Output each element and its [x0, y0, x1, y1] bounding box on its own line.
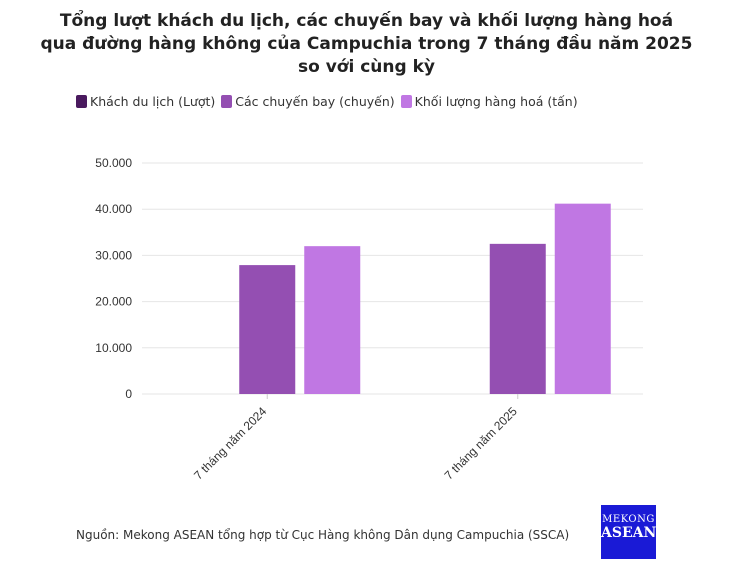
- legend-swatch: [76, 95, 87, 108]
- legend-item[interactable]: Các chuyến bay (chuyến): [221, 94, 395, 109]
- title-line: qua đường hàng không của Campuchia trong…: [40, 34, 693, 54]
- bar: [489, 243, 546, 394]
- legend-label: Các chuyến bay (chuyến): [235, 94, 395, 109]
- x-tick-label: 7 tháng năm 2024: [191, 404, 270, 483]
- legend-label: Khối lượng hàng hoá (tấn): [414, 94, 578, 109]
- legend-swatch: [400, 95, 412, 108]
- legend-label: Khách du lịch (Lượt): [90, 94, 216, 109]
- y-tick-label: 10.000: [95, 341, 132, 355]
- y-tick-label: 40.000: [95, 202, 132, 216]
- y-tick-label: 20.000: [95, 295, 132, 309]
- legend-swatch: [221, 95, 233, 108]
- bar: [554, 203, 611, 394]
- legend-item[interactable]: Khối lượng hàng hoá (tấn): [400, 94, 578, 109]
- y-tick-label: 30.000: [95, 248, 132, 262]
- legend: Khách du lịch (Lượt) Các chuyến bay (chu…: [76, 94, 578, 109]
- source-note: Nguồn: Mekong ASEAN tổng hợp từ Cục Hàng…: [76, 528, 570, 542]
- legend-item[interactable]: Khách du lịch (Lượt): [76, 94, 215, 109]
- title-line: so với cùng kỳ: [298, 57, 435, 77]
- y-tick-label: 0: [125, 387, 132, 401]
- y-tick-label: 50.000: [95, 156, 132, 170]
- chart-title: Tổng lượt khách du lịch, các chuyến bay …: [0, 10, 733, 79]
- x-tick-label: 7 tháng năm 2025: [442, 404, 521, 483]
- bar: [239, 265, 296, 394]
- title-line: Tổng lượt khách du lịch, các chuyến bay …: [59, 11, 674, 31]
- mekong-asean-logo: MEKONG ASEAN: [601, 505, 656, 559]
- bar: [304, 246, 361, 394]
